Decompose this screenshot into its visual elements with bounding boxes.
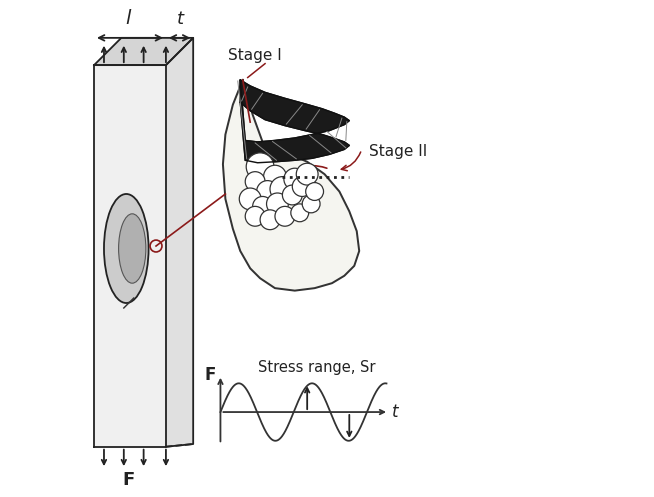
Circle shape (270, 176, 295, 201)
Circle shape (245, 206, 265, 226)
Polygon shape (94, 38, 193, 65)
Polygon shape (166, 38, 193, 447)
Circle shape (256, 180, 279, 202)
Text: Stage I: Stage I (228, 48, 282, 63)
Circle shape (239, 188, 261, 210)
Polygon shape (223, 80, 359, 291)
Circle shape (245, 171, 265, 191)
Text: $\mathbf{F}$: $\mathbf{F}$ (203, 366, 215, 384)
Circle shape (296, 163, 318, 185)
Text: Stage II: Stage II (369, 144, 427, 160)
Circle shape (283, 185, 302, 205)
Polygon shape (94, 65, 166, 447)
Circle shape (275, 206, 295, 226)
Circle shape (291, 204, 309, 222)
Ellipse shape (104, 194, 148, 303)
Text: $\mathbf{F}$: $\mathbf{F}$ (122, 471, 135, 489)
Circle shape (264, 165, 286, 188)
Ellipse shape (118, 214, 146, 283)
Circle shape (305, 182, 324, 200)
Circle shape (284, 168, 305, 190)
Circle shape (252, 196, 273, 216)
Text: $l$: $l$ (125, 9, 132, 28)
Circle shape (267, 193, 288, 215)
Circle shape (246, 153, 274, 180)
Circle shape (292, 176, 312, 196)
Text: $t$: $t$ (392, 403, 400, 421)
Circle shape (260, 210, 280, 230)
Text: Stress range, Sr: Stress range, Sr (258, 360, 376, 375)
Polygon shape (240, 80, 349, 163)
Circle shape (302, 195, 320, 213)
Text: $t$: $t$ (176, 10, 186, 28)
